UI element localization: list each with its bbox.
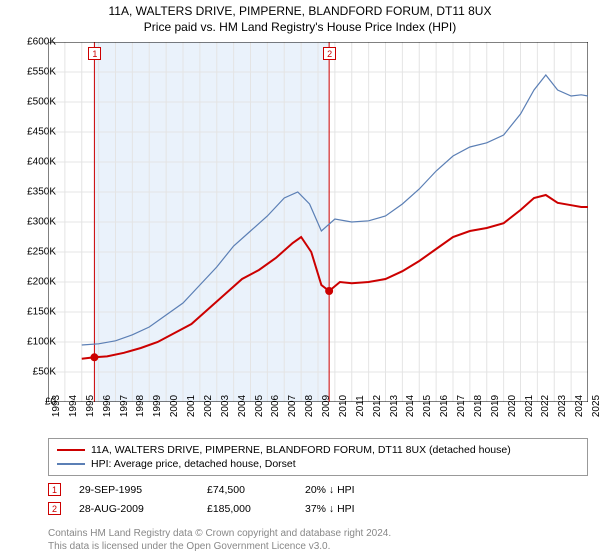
- footer-line1: Contains HM Land Registry data © Crown c…: [48, 528, 588, 541]
- event-date: 29-SEP-1995: [79, 484, 189, 496]
- chart-title-line2: Price paid vs. HM Land Registry's House …: [0, 20, 600, 36]
- legend-swatch: [57, 449, 85, 451]
- y-axis-tick-label: £600K: [27, 37, 56, 48]
- x-axis-tick-label: 1997: [119, 395, 130, 417]
- x-axis-tick-label: 2014: [405, 395, 416, 417]
- y-axis-tick-label: £250K: [27, 247, 56, 258]
- x-axis-tick-label: 2024: [574, 395, 585, 417]
- x-axis-tick-label: 2017: [456, 395, 467, 417]
- x-axis-tick-label: 2008: [304, 395, 315, 417]
- legend-item-subject: 11A, WALTERS DRIVE, PIMPERNE, BLANDFORD …: [57, 443, 579, 457]
- chart-svg: [48, 42, 588, 402]
- footer-line2: This data is licensed under the Open Gov…: [48, 541, 588, 554]
- x-axis-tick-label: 1995: [85, 395, 96, 417]
- legend-item-hpi: HPI: Average price, detached house, Dors…: [57, 457, 579, 471]
- x-axis-tick-label: 2010: [338, 395, 349, 417]
- x-axis-tick-label: 2004: [237, 395, 248, 417]
- x-axis-tick-label: 2006: [270, 395, 281, 417]
- y-axis-tick-label: £550K: [27, 67, 56, 78]
- legend-label: HPI: Average price, detached house, Dors…: [91, 458, 296, 470]
- x-axis-tick-label: 2019: [490, 395, 501, 417]
- y-axis-tick-label: £500K: [27, 97, 56, 108]
- y-axis-tick-label: £50K: [33, 367, 56, 378]
- y-axis-tick-label: £350K: [27, 187, 56, 198]
- x-axis-tick-label: 2025: [591, 395, 600, 417]
- x-axis-tick-label: 1999: [152, 395, 163, 417]
- x-axis-tick-label: 2016: [439, 395, 450, 417]
- y-axis-tick-label: £100K: [27, 337, 56, 348]
- y-axis-tick-label: £300K: [27, 217, 56, 228]
- chart-event-marker: 2: [323, 47, 336, 60]
- event-price: £74,500: [207, 484, 287, 496]
- legend-swatch: [57, 463, 85, 465]
- y-axis-tick-label: £150K: [27, 307, 56, 318]
- x-axis-tick-label: 1994: [68, 395, 79, 417]
- event-list: 1 29-SEP-1995 £74,500 20% ↓ HPI 2 28-AUG…: [48, 480, 588, 518]
- x-axis-tick-label: 2007: [287, 395, 298, 417]
- y-axis-tick-label: £400K: [27, 157, 56, 168]
- x-axis-tick-label: 2001: [186, 395, 197, 417]
- chart-event-marker: 1: [88, 47, 101, 60]
- x-axis-tick-label: 2009: [321, 395, 332, 417]
- x-axis-tick-label: 2012: [372, 395, 383, 417]
- chart-plot-area: [48, 42, 588, 402]
- y-axis-tick-label: £200K: [27, 277, 56, 288]
- x-axis-tick-label: 2013: [389, 395, 400, 417]
- legend-label: 11A, WALTERS DRIVE, PIMPERNE, BLANDFORD …: [91, 444, 511, 456]
- x-axis-tick-label: 2000: [169, 395, 180, 417]
- x-axis-tick-label: 2023: [557, 395, 568, 417]
- x-axis-tick-label: 2021: [524, 395, 535, 417]
- event-diff: 20% ↓ HPI: [305, 484, 355, 496]
- x-axis-tick-label: 2022: [540, 395, 551, 417]
- event-date: 28-AUG-2009: [79, 503, 189, 515]
- legend: 11A, WALTERS DRIVE, PIMPERNE, BLANDFORD …: [48, 438, 588, 476]
- x-axis-tick-label: 2002: [203, 395, 214, 417]
- chart-title-line1: 11A, WALTERS DRIVE, PIMPERNE, BLANDFORD …: [0, 4, 600, 20]
- x-axis-tick-label: 1998: [135, 395, 146, 417]
- event-marker-2: 2: [48, 502, 61, 515]
- x-axis-tick-label: 1996: [102, 395, 113, 417]
- event-price: £185,000: [207, 503, 287, 515]
- x-axis-tick-label: 2020: [507, 395, 518, 417]
- event-diff: 37% ↓ HPI: [305, 503, 355, 515]
- event-row: 1 29-SEP-1995 £74,500 20% ↓ HPI: [48, 480, 588, 499]
- event-row: 2 28-AUG-2009 £185,000 37% ↓ HPI: [48, 499, 588, 518]
- x-axis-tick-label: 2015: [422, 395, 433, 417]
- x-axis-tick-label: 2011: [355, 395, 366, 417]
- x-axis-tick-label: 2005: [254, 395, 265, 417]
- x-axis-tick-label: 2003: [220, 395, 231, 417]
- x-axis-tick-label: 1993: [51, 395, 62, 417]
- x-axis-tick-label: 2018: [473, 395, 484, 417]
- y-axis-tick-label: £450K: [27, 127, 56, 138]
- event-marker-1: 1: [48, 483, 61, 496]
- footer-attribution: Contains HM Land Registry data © Crown c…: [48, 528, 588, 553]
